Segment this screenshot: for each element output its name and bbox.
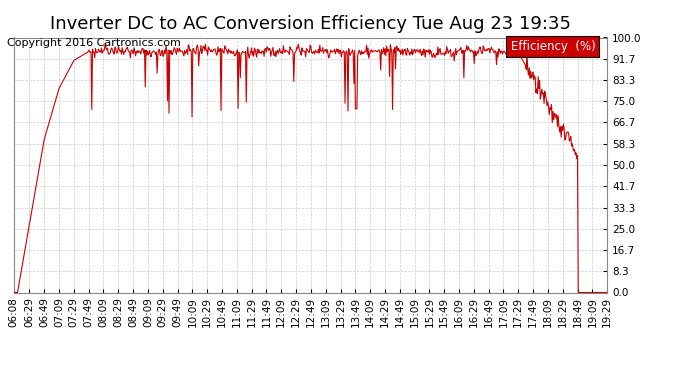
Title: Inverter DC to AC Conversion Efficiency Tue Aug 23 19:35: Inverter DC to AC Conversion Efficiency … bbox=[50, 15, 571, 33]
Text: Copyright 2016 Cartronics.com: Copyright 2016 Cartronics.com bbox=[7, 38, 181, 48]
Text: Efficiency  (%): Efficiency (%) bbox=[511, 40, 595, 53]
